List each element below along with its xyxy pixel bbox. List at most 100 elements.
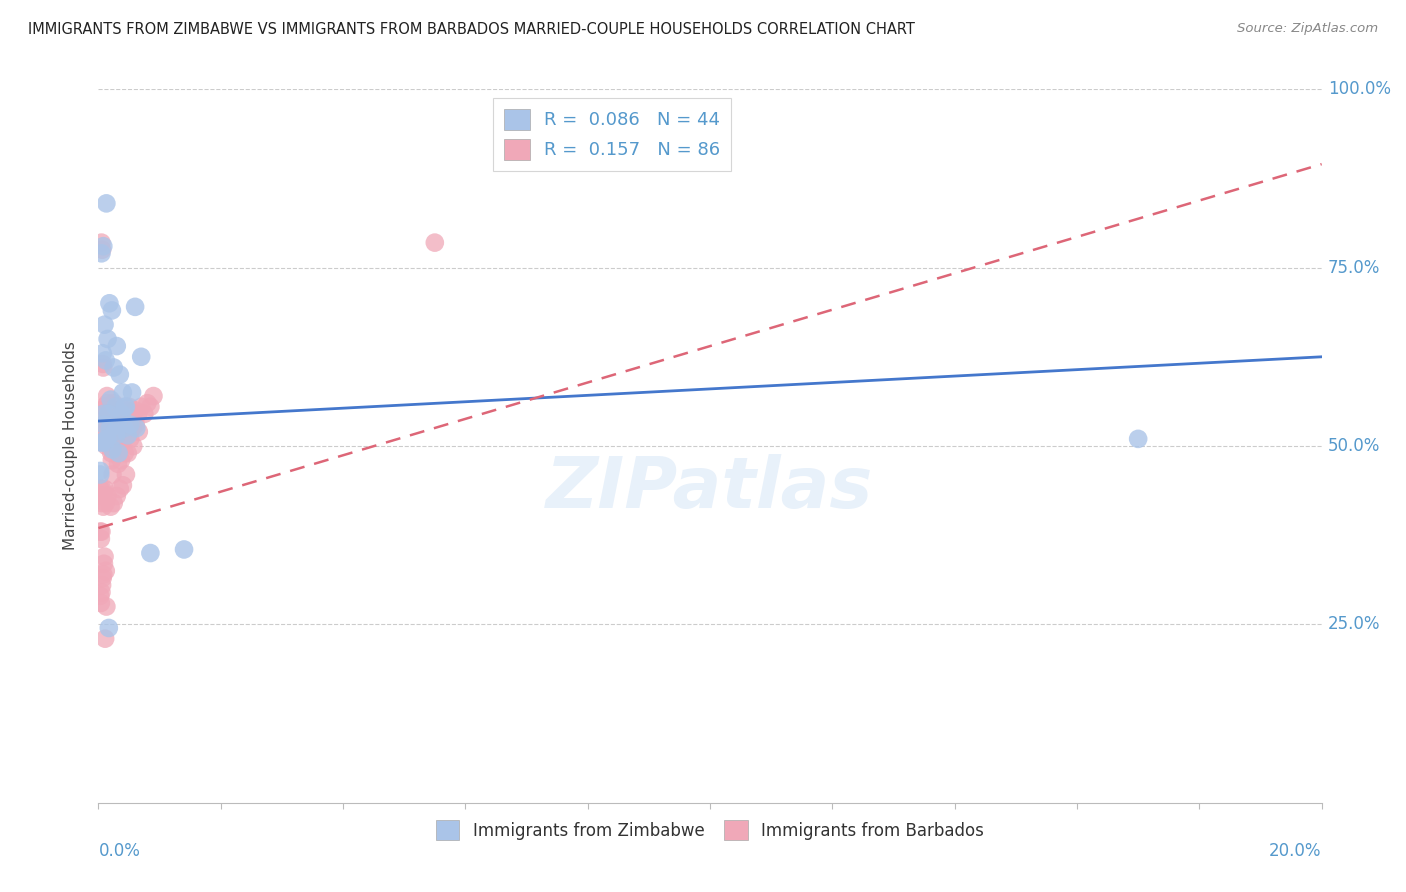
Y-axis label: Married-couple Households: Married-couple Households	[63, 342, 77, 550]
Point	[90, 435, 112, 450]
Point	[125, 421, 148, 435]
Point	[91, 346, 114, 360]
Point	[89, 524, 111, 539]
Point	[96, 432, 118, 446]
Point	[173, 542, 195, 557]
Point	[103, 360, 125, 375]
Point	[98, 296, 121, 310]
Point	[129, 400, 152, 414]
Point	[94, 425, 117, 439]
Text: ZIPatlas: ZIPatlas	[547, 454, 873, 524]
Point	[136, 396, 159, 410]
Point	[107, 414, 129, 428]
Point	[93, 549, 115, 564]
Point	[94, 353, 117, 368]
Point	[105, 339, 128, 353]
Point	[107, 457, 129, 471]
Point	[129, 350, 152, 364]
Point	[124, 300, 146, 314]
Point	[91, 567, 114, 582]
Point	[105, 439, 128, 453]
Point	[423, 235, 446, 250]
Point	[100, 392, 122, 407]
Point	[100, 500, 122, 514]
Point	[117, 446, 139, 460]
Point	[139, 400, 162, 414]
Point	[90, 403, 112, 417]
Point	[110, 453, 132, 467]
Point	[103, 496, 125, 510]
Point	[104, 425, 127, 439]
Text: 25.0%: 25.0%	[1327, 615, 1381, 633]
Point	[101, 467, 124, 482]
Point	[101, 442, 124, 457]
Point	[96, 389, 118, 403]
Text: IMMIGRANTS FROM ZIMBABWE VS IMMIGRANTS FROM BARBADOS MARRIED-COUPLE HOUSEHOLDS C: IMMIGRANTS FROM ZIMBABWE VS IMMIGRANTS F…	[28, 22, 915, 37]
Point	[98, 432, 121, 446]
Point	[93, 421, 115, 435]
Point	[90, 496, 112, 510]
Point	[91, 435, 114, 450]
Point	[93, 557, 115, 571]
Point	[108, 425, 131, 439]
Point	[122, 439, 145, 453]
Point	[91, 578, 114, 592]
Text: 50.0%: 50.0%	[1327, 437, 1381, 455]
Point	[128, 425, 150, 439]
Point	[90, 532, 112, 546]
Point	[94, 632, 117, 646]
Point	[120, 432, 142, 446]
Point	[97, 396, 120, 410]
Point	[98, 421, 121, 435]
Point	[125, 417, 148, 432]
Point	[105, 428, 128, 442]
Point	[94, 496, 117, 510]
Point	[107, 446, 129, 460]
Point	[111, 478, 134, 492]
Point	[1128, 432, 1150, 446]
Point	[111, 385, 134, 400]
Point	[90, 246, 112, 260]
Point	[93, 482, 115, 496]
Point	[91, 357, 114, 371]
Point	[110, 435, 132, 450]
Point	[94, 564, 117, 578]
Point	[103, 396, 125, 410]
Point	[91, 500, 114, 514]
Point	[104, 417, 127, 432]
Point	[108, 414, 131, 428]
Point	[97, 410, 120, 425]
Text: 100.0%: 100.0%	[1327, 80, 1391, 98]
Point	[104, 421, 127, 435]
Point	[90, 596, 112, 610]
Point	[89, 482, 111, 496]
Point	[105, 432, 128, 446]
Point	[100, 439, 122, 453]
Point	[98, 428, 121, 442]
Point	[91, 482, 114, 496]
Point	[93, 318, 115, 332]
Point	[90, 489, 112, 503]
Legend: Immigrants from Zimbabwe, Immigrants from Barbados: Immigrants from Zimbabwe, Immigrants fro…	[427, 812, 993, 848]
Point	[112, 414, 135, 428]
Point	[112, 432, 135, 446]
Point	[105, 442, 128, 457]
Point	[97, 332, 120, 346]
Point	[111, 407, 134, 421]
Point	[96, 439, 118, 453]
Point	[90, 585, 112, 599]
Point	[97, 417, 120, 432]
Point	[121, 407, 143, 421]
Point	[101, 453, 124, 467]
Point	[100, 446, 122, 460]
Point	[101, 303, 124, 318]
Point	[89, 589, 111, 603]
Point	[139, 546, 162, 560]
Point	[112, 421, 135, 435]
Point	[96, 599, 118, 614]
Point	[115, 403, 138, 417]
Point	[94, 435, 117, 450]
Point	[115, 467, 138, 482]
Point	[91, 571, 114, 585]
Point	[108, 368, 131, 382]
